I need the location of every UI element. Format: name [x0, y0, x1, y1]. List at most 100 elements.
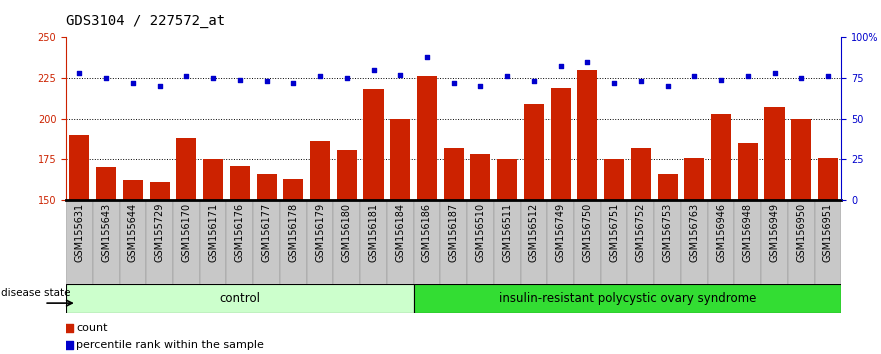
Point [500, 73, 515, 79]
FancyBboxPatch shape [173, 200, 200, 285]
Point [366, 67, 381, 73]
Bar [337, 149, 357, 354]
Point [286, 280, 300, 285]
Bar [765, 107, 785, 354]
Bar [551, 88, 571, 354]
FancyBboxPatch shape [360, 200, 387, 285]
Text: GSM156753: GSM156753 [663, 202, 672, 262]
Bar [444, 148, 463, 354]
FancyBboxPatch shape [655, 200, 681, 285]
Point [687, 73, 701, 79]
Point [741, 73, 755, 79]
FancyBboxPatch shape [93, 200, 120, 285]
Point [794, 75, 808, 81]
Bar [256, 174, 277, 354]
FancyBboxPatch shape [467, 200, 494, 285]
Bar [577, 70, 597, 354]
Text: GSM156186: GSM156186 [422, 202, 432, 262]
Bar [417, 76, 437, 354]
Text: GSM156946: GSM156946 [716, 202, 726, 262]
Point [313, 73, 327, 79]
Point [473, 83, 487, 89]
FancyBboxPatch shape [788, 200, 815, 285]
Point [527, 78, 541, 84]
Bar [364, 89, 383, 354]
Text: GSM156510: GSM156510 [476, 202, 485, 262]
Bar [497, 159, 517, 354]
Text: GSM155729: GSM155729 [155, 202, 165, 262]
Bar [70, 135, 90, 354]
FancyBboxPatch shape [494, 200, 521, 285]
Bar [284, 179, 303, 354]
Bar [791, 119, 811, 354]
FancyBboxPatch shape [413, 200, 440, 285]
Text: GSM156749: GSM156749 [556, 202, 566, 262]
Text: disease state: disease state [1, 289, 70, 298]
Text: GSM156180: GSM156180 [342, 202, 352, 262]
Bar [150, 182, 170, 354]
Text: GSM156752: GSM156752 [636, 202, 646, 262]
Bar [737, 143, 758, 354]
FancyBboxPatch shape [66, 200, 841, 285]
Point [286, 80, 300, 86]
Point [420, 54, 434, 59]
Text: GSM156948: GSM156948 [743, 202, 752, 262]
Point [72, 70, 86, 76]
Text: GSM155644: GSM155644 [128, 202, 138, 262]
Text: GSM156181: GSM156181 [368, 202, 379, 262]
FancyBboxPatch shape [761, 200, 788, 285]
Point [714, 77, 728, 82]
FancyBboxPatch shape [280, 200, 307, 285]
Bar [390, 119, 411, 354]
Text: GSM156179: GSM156179 [315, 202, 325, 262]
Bar [711, 114, 731, 354]
Point [126, 80, 140, 86]
Bar [524, 104, 544, 354]
Bar [176, 138, 196, 354]
FancyBboxPatch shape [333, 200, 360, 285]
FancyBboxPatch shape [66, 284, 413, 313]
Point [180, 73, 194, 79]
Point [233, 77, 247, 82]
Point [633, 78, 648, 84]
FancyBboxPatch shape [226, 200, 253, 285]
FancyBboxPatch shape [66, 200, 93, 285]
Point [581, 59, 595, 64]
Point [100, 75, 114, 81]
Bar [470, 154, 491, 354]
FancyBboxPatch shape [521, 200, 547, 285]
FancyBboxPatch shape [413, 284, 841, 313]
Point [393, 72, 407, 78]
FancyBboxPatch shape [735, 200, 761, 285]
Text: GSM156511: GSM156511 [502, 202, 512, 262]
Text: GSM155631: GSM155631 [74, 202, 85, 262]
Bar [96, 167, 116, 354]
Text: GSM156750: GSM156750 [582, 202, 592, 262]
FancyBboxPatch shape [815, 200, 841, 285]
Text: control: control [219, 292, 261, 305]
Text: GDS3104 / 227572_at: GDS3104 / 227572_at [66, 14, 226, 28]
Text: GSM155643: GSM155643 [101, 202, 111, 262]
FancyBboxPatch shape [253, 200, 280, 285]
Bar [604, 159, 624, 354]
Point [152, 83, 167, 89]
Text: GSM156763: GSM156763 [689, 202, 700, 262]
Text: GSM156950: GSM156950 [796, 202, 806, 262]
FancyBboxPatch shape [146, 200, 173, 285]
Point [206, 75, 220, 81]
Bar [230, 166, 250, 354]
Bar [818, 158, 838, 354]
FancyBboxPatch shape [120, 200, 146, 285]
Text: GSM156751: GSM156751 [609, 202, 619, 262]
FancyBboxPatch shape [707, 200, 735, 285]
FancyBboxPatch shape [681, 200, 707, 285]
Text: GSM156171: GSM156171 [208, 202, 218, 262]
FancyBboxPatch shape [307, 200, 333, 285]
Text: GSM156184: GSM156184 [396, 202, 405, 262]
Text: insulin-resistant polycystic ovary syndrome: insulin-resistant polycystic ovary syndr… [499, 292, 756, 305]
Bar [685, 158, 704, 354]
Text: GSM156177: GSM156177 [262, 202, 271, 262]
Text: percentile rank within the sample: percentile rank within the sample [76, 340, 264, 350]
FancyBboxPatch shape [627, 200, 655, 285]
Text: GSM156176: GSM156176 [235, 202, 245, 262]
